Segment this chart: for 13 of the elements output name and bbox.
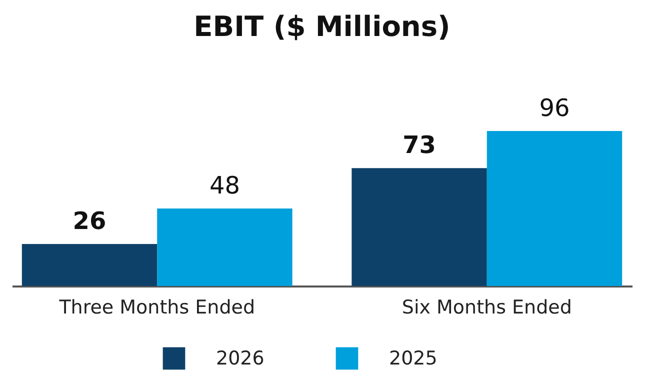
legend-label: 2025 — [389, 347, 438, 370]
data-label: 96 — [539, 94, 570, 122]
bar — [22, 244, 158, 286]
bar — [157, 208, 292, 286]
bar — [352, 168, 487, 286]
chart-title: EBIT ($ Millions) — [194, 10, 450, 43]
data-label: 48 — [209, 172, 240, 200]
x-tick-label: Three Months Ended — [58, 296, 256, 318]
x-tick-label: Six Months Ended — [402, 296, 572, 318]
data-label: 73 — [402, 131, 436, 160]
data-label: 26 — [72, 207, 106, 236]
legend-label: 2026 — [216, 347, 264, 370]
bar — [486, 131, 622, 286]
